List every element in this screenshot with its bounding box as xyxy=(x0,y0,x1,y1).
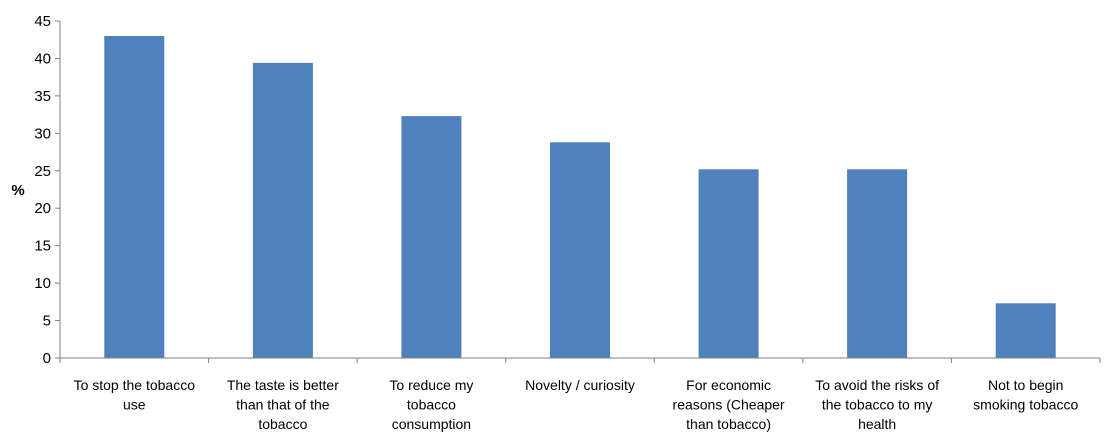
x-tick-label-line: than tobacco) xyxy=(686,416,771,432)
y-tick-label: 0 xyxy=(43,350,51,367)
x-tick-label: Novelty / curiosity xyxy=(525,377,635,393)
plot-area: 0 5 10 15 20 25 30 35 40 45 To stop the tobacco use… xyxy=(34,13,1101,432)
y-tick-label: 35 xyxy=(34,88,51,105)
x-tick-label-line: To stop the tobacco xyxy=(74,377,196,393)
y-tick-label: 40 xyxy=(34,50,51,67)
bar xyxy=(401,116,462,358)
x-tick-label-line: tobacco xyxy=(258,416,307,432)
y-tick-label: 30 xyxy=(34,125,51,142)
y-axis-label: % xyxy=(11,182,24,199)
x-tick-label-line: tobacco xyxy=(407,397,456,413)
x-tick-label: The taste is better than that of the tobac… xyxy=(227,377,339,432)
x-tick-label-line: To reduce my xyxy=(389,377,473,393)
x-tick-label-line: The taste is better xyxy=(227,377,339,393)
x-tick-label-line: health xyxy=(858,416,896,432)
bar xyxy=(104,36,165,358)
x-tick-label: For economic reasons (Cheaper than tobacco… xyxy=(673,377,785,432)
x-tick-label: To stop the tobacco use xyxy=(74,377,196,413)
bar xyxy=(698,169,759,358)
x-tick-label-line: To avoid the risks of xyxy=(815,377,939,393)
x-tick-label-line: Not to begin xyxy=(988,377,1064,393)
x-tick-label-line: use xyxy=(123,397,146,413)
y-tick-label: 10 xyxy=(34,275,51,292)
bar xyxy=(995,303,1056,358)
x-tick-label: To reduce my tobacco consumption xyxy=(389,377,473,432)
y-tick-label: 45 xyxy=(34,13,51,30)
x-tick-label: Not to begin smoking tobacco xyxy=(973,377,1078,413)
y-tick-label: 5 xyxy=(43,313,51,330)
bar xyxy=(550,142,610,358)
y-tick-label: 25 xyxy=(34,163,51,180)
bar xyxy=(847,169,908,358)
x-tick-label: To avoid the risks of the tobacco to my he… xyxy=(815,377,939,432)
x-tick-label-line: smoking tobacco xyxy=(973,397,1078,413)
y-tick-label: 15 xyxy=(34,238,51,255)
bar xyxy=(252,62,313,359)
y-tick-label: 20 xyxy=(34,200,51,217)
x-tick-label-line: than that of the xyxy=(236,397,330,413)
x-tick-label-line: For economic xyxy=(686,377,771,393)
x-tick-label-line: the tobacco to my xyxy=(822,397,933,413)
x-tick-label-line: Novelty / curiosity xyxy=(525,377,635,393)
x-tick-label-line: consumption xyxy=(392,416,471,432)
x-tick-label-line: reasons (Cheaper xyxy=(673,397,785,413)
